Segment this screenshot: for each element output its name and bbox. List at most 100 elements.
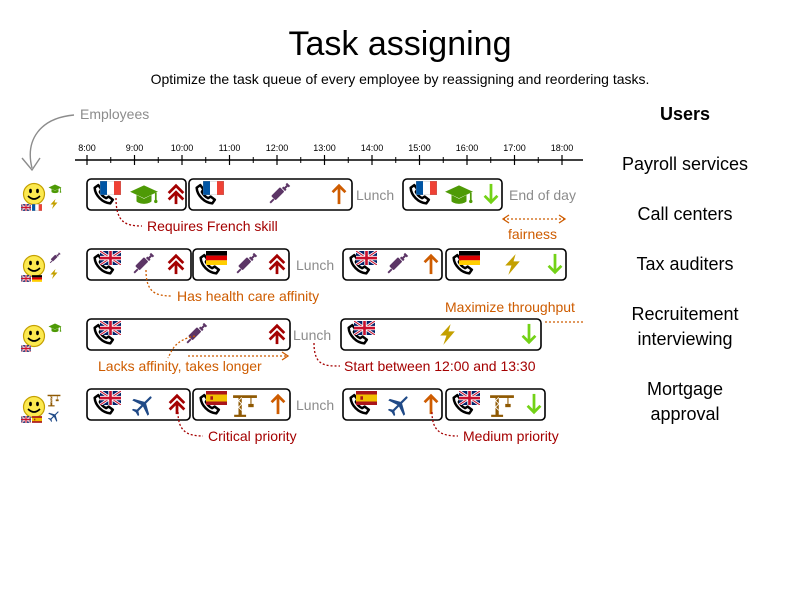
task-box xyxy=(188,178,353,211)
employee-4[interactable] xyxy=(21,394,63,425)
start-window-connector xyxy=(313,342,341,367)
flag-uk-icon xyxy=(100,321,121,335)
task-box xyxy=(86,318,291,351)
time-label: 14:00 xyxy=(361,143,384,153)
graduation-cap-icon xyxy=(48,323,62,333)
page-title: Task assigning xyxy=(288,25,511,63)
graduation-cap-icon xyxy=(48,184,62,194)
flag-uk-icon xyxy=(21,416,31,423)
task-card[interactable] xyxy=(192,248,290,281)
users-heading: Users xyxy=(660,104,710,124)
employee-row-1: Lunch End of day Requires French skill f… xyxy=(21,178,576,242)
task-card[interactable] xyxy=(342,388,443,421)
task-box xyxy=(340,318,542,351)
flag-uk-icon xyxy=(356,251,377,265)
task-card[interactable] xyxy=(86,178,187,211)
page-subtitle: Optimize the task queue of every employe… xyxy=(151,71,650,87)
flag-uk-icon xyxy=(459,391,480,405)
flag-fr-icon xyxy=(416,181,437,195)
employee-smiley-icon xyxy=(22,254,46,278)
end-of-day-label: End of day xyxy=(509,187,576,203)
flag-uk-icon xyxy=(21,204,31,211)
employee-1[interactable] xyxy=(21,182,62,211)
flag-uk-icon xyxy=(100,251,121,265)
health-care-connector xyxy=(145,269,173,297)
time-label: 11:00 xyxy=(219,143,241,153)
lacks-affinity-connector xyxy=(167,335,196,359)
flag-es-icon xyxy=(32,416,42,423)
employee-3[interactable] xyxy=(21,323,62,352)
time-label: 10:00 xyxy=(171,143,194,153)
employee-row-4: Lunch Critical priority Medium priority xyxy=(21,388,559,444)
employee-smiley-icon xyxy=(22,395,46,419)
lightning-icon xyxy=(50,199,58,209)
flag-uk-icon xyxy=(21,345,31,352)
timeline-ticks xyxy=(86,155,563,165)
crane-icon xyxy=(47,394,61,407)
annotation-lacks-affinity: Lacks affinity, takes longer xyxy=(98,358,262,374)
flag-uk-icon xyxy=(100,391,121,405)
time-label: 17:00 xyxy=(503,143,526,153)
critical-priority-connector xyxy=(177,411,204,437)
employees-label: Employees xyxy=(80,106,149,122)
flag-fr-icon xyxy=(203,181,224,195)
syringe-icon xyxy=(49,252,61,264)
employee-row-3: Lunch Maximize throughput Lacks affinity… xyxy=(21,299,583,374)
employee-smiley-icon xyxy=(22,324,46,348)
annotation-maximize-throughput: Maximize throughput xyxy=(445,299,575,315)
annotation-fairness: fairness xyxy=(508,226,557,242)
task-card[interactable] xyxy=(86,248,192,281)
employees-callout-arrow xyxy=(29,114,75,169)
flag-es-icon xyxy=(356,391,377,405)
lunch-label: Lunch xyxy=(293,327,331,343)
french-skill-connector xyxy=(115,197,143,227)
employee-row-2: Lunch Has health care affinity xyxy=(21,248,567,304)
annotation-medium-priority: Medium priority xyxy=(463,428,559,444)
airplane-icon xyxy=(47,409,61,423)
user-item: Payroll services xyxy=(622,154,748,174)
annotation-start-between: Start between 12:00 and 13:30 xyxy=(344,358,536,374)
task-card[interactable] xyxy=(445,248,567,281)
task-card[interactable] xyxy=(86,388,191,421)
time-label: 12:00 xyxy=(266,143,289,153)
time-label: 9:00 xyxy=(126,143,144,153)
medium-priority-connector xyxy=(431,411,459,437)
flag-uk-icon xyxy=(21,275,31,282)
flag-de-icon xyxy=(206,251,227,265)
lunch-label: Lunch xyxy=(296,397,334,413)
users-list: Users Payroll services Call centers Tax … xyxy=(622,104,748,424)
lunch-label: Lunch xyxy=(356,187,394,203)
time-label: 8:00 xyxy=(78,143,96,153)
timeline: 8:00 9:00 10:00 11:00 12:00 13:00 14:00 … xyxy=(75,143,583,165)
task-card[interactable] xyxy=(342,248,443,281)
user-item-multiline: Recruitement interviewing xyxy=(631,304,738,349)
flag-fr-icon xyxy=(100,181,121,195)
flag-fr-icon xyxy=(32,204,42,211)
annotation-critical-priority: Critical priority xyxy=(208,428,297,444)
task-card[interactable] xyxy=(402,178,503,211)
employee-smiley-icon xyxy=(22,182,46,206)
flag-uk-icon xyxy=(354,321,375,335)
employees-callout-arrowhead xyxy=(21,157,41,172)
flag-es-icon xyxy=(206,391,227,405)
user-item: Tax auditers xyxy=(636,254,733,274)
task-card[interactable] xyxy=(86,318,291,351)
flag-de-icon xyxy=(32,275,42,282)
task-card[interactable] xyxy=(188,178,353,211)
lightning-icon xyxy=(50,269,58,279)
employee-2[interactable] xyxy=(21,252,61,282)
task-card[interactable] xyxy=(192,388,291,421)
flag-de-icon xyxy=(459,251,480,265)
annotation-requires-french: Requires French skill xyxy=(147,218,278,234)
time-label: 13:00 xyxy=(313,143,336,153)
time-label: 15:00 xyxy=(408,143,431,153)
time-label: 16:00 xyxy=(456,143,479,153)
annotation-health-care: Has health care affinity xyxy=(177,288,319,304)
longer-duration-indicator xyxy=(188,351,290,361)
fairness-indicator xyxy=(501,214,567,224)
timeline-labels: 8:00 9:00 10:00 11:00 12:00 13:00 14:00 … xyxy=(78,143,573,153)
time-label: 18:00 xyxy=(551,143,574,153)
task-card[interactable] xyxy=(340,318,542,351)
lunch-label: Lunch xyxy=(296,257,334,273)
task-card[interactable] xyxy=(445,388,546,421)
